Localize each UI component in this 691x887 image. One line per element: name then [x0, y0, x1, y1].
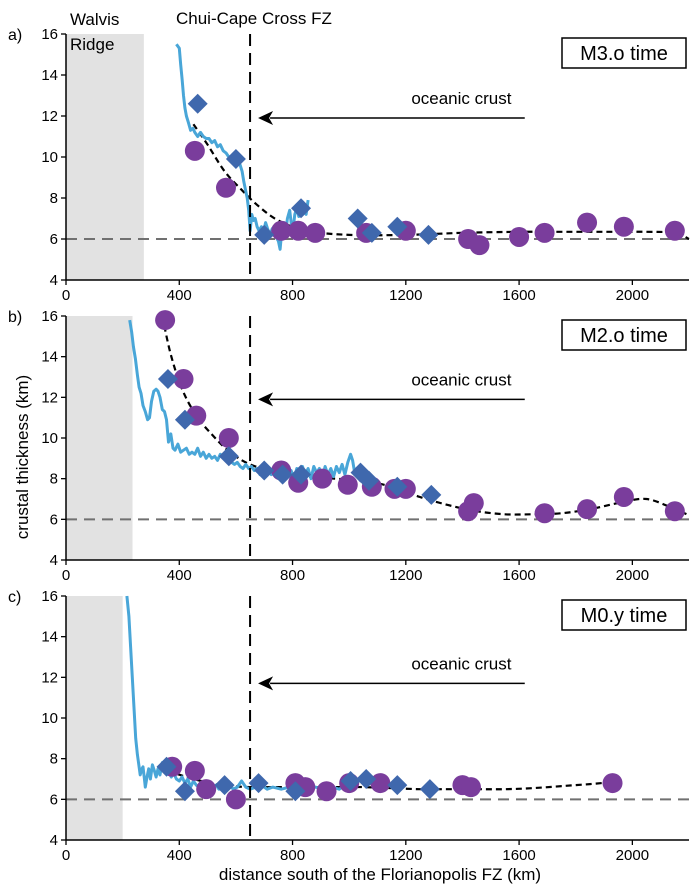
x-tick-label: 400	[167, 847, 192, 864]
walvis-ridge-shading	[66, 34, 144, 280]
circle-marker	[614, 217, 634, 237]
panel-id-label: c)	[8, 589, 21, 606]
diamond-marker	[420, 779, 440, 799]
x-tick-label: 2000	[616, 567, 649, 584]
circle-marker	[469, 235, 489, 255]
circle-marker	[370, 773, 390, 793]
circle-marker	[196, 779, 216, 799]
circle-marker	[185, 141, 205, 161]
circle-marker	[665, 221, 685, 241]
y-axis-title: crustal thickness (km)	[13, 375, 32, 539]
x-tick-label: 1200	[389, 287, 422, 304]
circle-marker	[185, 761, 205, 781]
walvis-ridge-shading	[66, 596, 123, 840]
circle-marker	[338, 475, 358, 495]
y-tick-label: 4	[50, 552, 58, 569]
diamond-marker	[254, 461, 274, 481]
y-tick-label: 10	[41, 149, 58, 166]
walvis-label-line2: Ridge	[70, 35, 114, 54]
diamond-marker	[387, 775, 407, 795]
x-tick-label: 1200	[389, 567, 422, 584]
circle-marker	[317, 781, 337, 801]
panel-id-label: a)	[8, 27, 22, 44]
circle-marker	[155, 310, 175, 330]
circle-marker	[219, 428, 239, 448]
y-tick-label: 4	[50, 832, 58, 849]
circle-marker	[614, 487, 634, 507]
x-tick-label: 2000	[616, 847, 649, 864]
y-tick-label: 6	[50, 231, 58, 248]
circle-marker	[577, 213, 597, 233]
circle-marker	[509, 227, 529, 247]
x-tick-label: 400	[167, 287, 192, 304]
oceanic-crust-label: oceanic crust	[411, 89, 511, 108]
y-tick-label: 8	[50, 751, 58, 768]
y-tick-label: 16	[41, 308, 58, 325]
chart-panel-b: oceanic crust 4 6 8 10 12 14 16 0 400 800 1200 1600 2…	[8, 308, 689, 584]
y-tick-label: 4	[50, 272, 58, 289]
diamond-marker	[226, 149, 246, 169]
y-tick-label: 16	[41, 588, 58, 605]
panel-id-label: b)	[8, 309, 22, 326]
circle-marker	[216, 178, 236, 198]
chart-panel-c: oceanic crust 4 6 8 10 12 14 16 0 400 800 1200 1600 2…	[8, 588, 689, 864]
circle-marker	[461, 777, 481, 797]
x-tick-label: 1600	[502, 287, 535, 304]
circle-marker	[535, 223, 555, 243]
y-tick-label: 14	[41, 349, 58, 366]
x-tick-label: 800	[280, 567, 305, 584]
x-tick-label: 800	[280, 287, 305, 304]
circle-marker	[603, 773, 623, 793]
x-tick-label: 0	[62, 287, 70, 304]
diamond-marker	[188, 94, 208, 114]
x-tick-label: 0	[62, 567, 70, 584]
walvis-label-line1: Walvis	[70, 10, 119, 29]
time-label: M2.o time	[580, 325, 668, 347]
time-label: M3.o time	[580, 43, 668, 65]
walvis-ridge-shading	[66, 316, 133, 560]
x-tick-label: 1200	[389, 847, 422, 864]
y-tick-label: 8	[50, 471, 58, 488]
circle-marker	[226, 789, 246, 809]
x-tick-label: 2000	[616, 287, 649, 304]
circle-marker	[535, 503, 555, 523]
x-tick-label: 1600	[502, 567, 535, 584]
x-tick-label: 400	[167, 567, 192, 584]
oceanic-crust-label: oceanic crust	[411, 654, 511, 673]
circle-marker	[577, 499, 597, 519]
x-tick-label: 800	[280, 847, 305, 864]
circle-marker	[305, 223, 325, 243]
y-tick-label: 16	[41, 26, 58, 43]
time-label: M0.y time	[581, 605, 668, 627]
circle-marker	[464, 493, 484, 513]
y-tick-label: 12	[41, 389, 58, 406]
y-tick-label: 12	[41, 108, 58, 125]
y-tick-label: 6	[50, 511, 58, 528]
y-tick-label: 8	[50, 190, 58, 207]
x-tick-label: 1600	[502, 847, 535, 864]
y-tick-label: 14	[41, 629, 58, 646]
fz-header-label: Chui-Cape Cross FZ	[176, 9, 332, 28]
x-tick-label: 0	[62, 847, 70, 864]
y-tick-label: 10	[41, 710, 58, 727]
circle-marker	[665, 501, 685, 521]
y-tick-label: 6	[50, 791, 58, 808]
x-axis-title: distance south of the Florianopolis FZ (…	[219, 865, 541, 884]
chart-panel-a: oceanic crust 4 6 8 10 12 14 16 0 400 800 1200 1600 2…	[8, 26, 689, 304]
oceanic-crust-label: oceanic crust	[411, 370, 511, 389]
circle-marker	[288, 221, 308, 241]
diamond-marker	[418, 225, 438, 245]
y-tick-label: 12	[41, 669, 58, 686]
trend-line	[193, 124, 689, 239]
diamond-marker	[158, 369, 178, 389]
y-tick-label: 10	[41, 430, 58, 447]
circle-marker	[312, 469, 332, 489]
y-tick-label: 14	[41, 67, 58, 84]
